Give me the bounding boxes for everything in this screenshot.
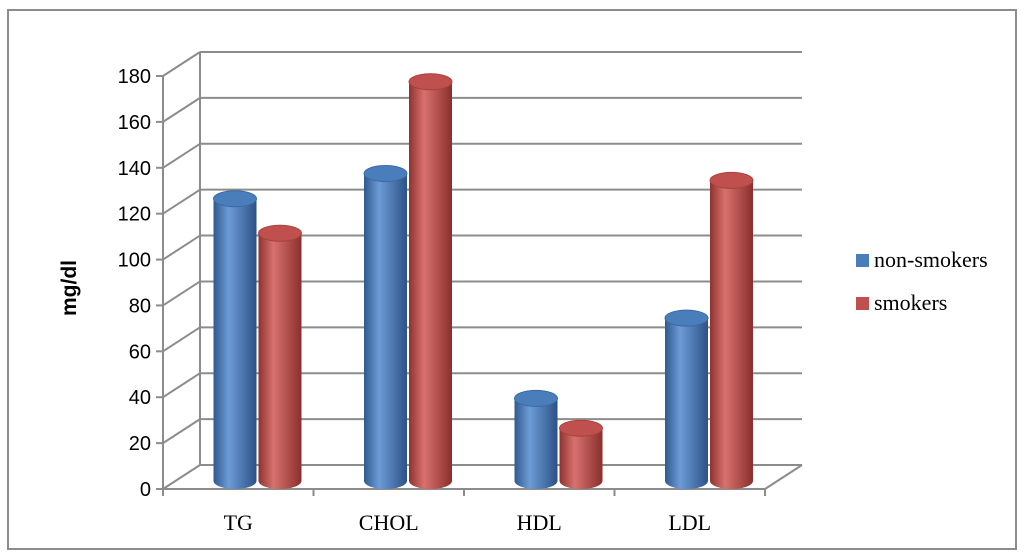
y-tick-label: 20: [129, 433, 151, 455]
y-tick-label: 60: [129, 341, 151, 363]
bar-top: [559, 419, 603, 437]
y-tick-label: 120: [118, 204, 151, 226]
y-tick-label: 80: [129, 295, 151, 317]
y-tick-label: 40: [129, 387, 151, 409]
y-axis-title: mg/dl: [58, 260, 81, 316]
gridline-side: [162, 97, 201, 123]
legend-swatch: [856, 297, 869, 310]
chart-frame: [7, 9, 1017, 550]
bar-body: [665, 318, 708, 489]
x-tick-label: HDL: [517, 510, 562, 535]
bar-top: [664, 309, 709, 327]
bar-top: [258, 224, 302, 242]
bar-top: [213, 190, 257, 208]
bar-body: [710, 180, 753, 489]
bar-smokers-CHOL: [408, 73, 453, 490]
y-tick-label: 160: [118, 112, 151, 134]
gridline-side: [162, 51, 201, 77]
bars: [213, 73, 754, 490]
gridline-side: [162, 418, 201, 444]
axes: 0 20 40 60 80 100 120 140 160 180 TG CHOL HDL LDL: [118, 66, 803, 535]
gridline-side: [162, 188, 201, 215]
bar-top: [709, 171, 754, 189]
bar-non-smokers-TG: [213, 190, 257, 490]
bar-smokers-HDL: [559, 419, 603, 489]
legend-label: smokers: [874, 290, 947, 315]
legend-label: non-smokers: [874, 247, 988, 272]
bar-smokers-TG: [258, 224, 302, 489]
bar-body: [409, 81, 452, 490]
x-tick-label: CHOL: [359, 510, 419, 535]
bar-body: [514, 398, 558, 489]
bar-non-smokers-CHOL: [363, 165, 408, 490]
bar-top: [514, 389, 558, 407]
legend: non-smokers smokers: [856, 247, 988, 315]
bar-non-smokers-LDL: [664, 309, 709, 489]
bar-top: [408, 73, 453, 91]
bar-top: [363, 165, 408, 183]
gridline-side: [162, 234, 201, 261]
gridline-side: [162, 464, 201, 490]
gridline-side: [162, 280, 201, 307]
floor-right-edge: [764, 464, 803, 490]
bar-body: [213, 198, 257, 490]
bar-non-smokers-HDL: [514, 389, 558, 489]
x-tick-label: TG: [224, 510, 253, 535]
y-tick-label: 180: [118, 66, 151, 88]
x-tick-label: LDL: [668, 510, 711, 535]
gridline-side: [162, 372, 201, 399]
y-tick-label: 100: [118, 250, 151, 272]
gridline-side: [162, 142, 201, 169]
bar-body: [364, 173, 407, 490]
bar-body: [559, 428, 603, 489]
gridline-side: [162, 326, 201, 353]
legend-swatch: [856, 254, 869, 267]
bar-smokers-LDL: [709, 171, 754, 489]
y-tick-label: 140: [118, 158, 151, 180]
bar-body: [258, 233, 302, 489]
y-tick-label: 0: [140, 479, 151, 501]
